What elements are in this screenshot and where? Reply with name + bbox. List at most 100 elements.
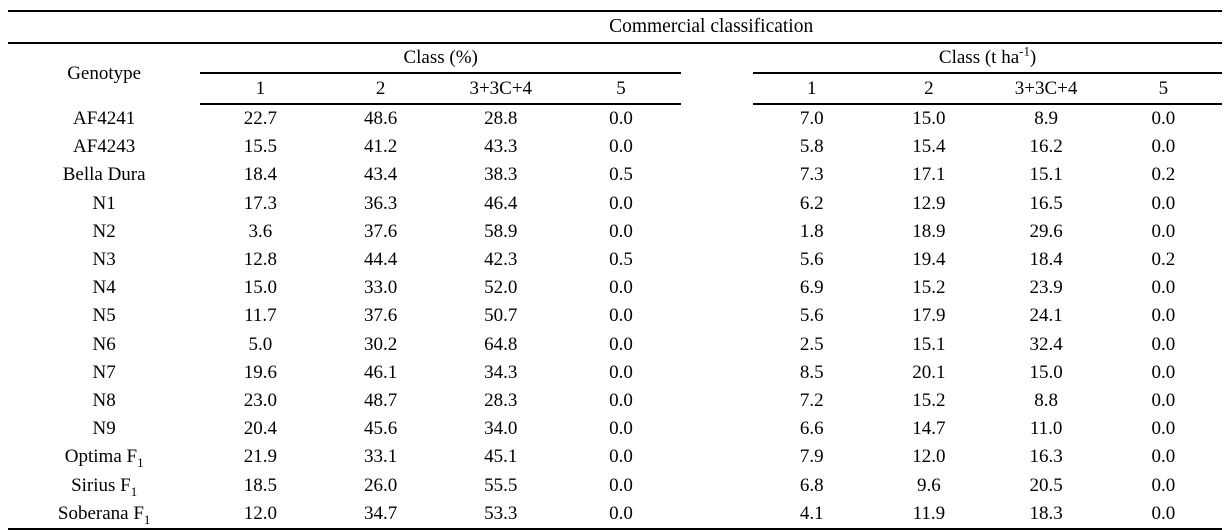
class-pct-value: 0.5 [609, 164, 633, 186]
class-tha-value: 16.3 [1029, 446, 1063, 468]
class-tha-value: 7.3 [799, 164, 824, 186]
class-pct-value: 42.3 [484, 249, 518, 271]
group-label-text: Class (%) [403, 47, 478, 68]
class-tha-value: 0.0 [1151, 333, 1176, 355]
group-gap [681, 331, 753, 359]
class-tha-value: 9.6 [917, 474, 941, 496]
table-row: N4 15.0 33.0 52.0 0.0 6.9 15.2 23.9 0.0 [8, 274, 1222, 302]
class-tha-value: 29.6 [1029, 220, 1063, 242]
class-pct-value: 12.0 [200, 499, 321, 530]
class-pct-value: 46.4 [484, 192, 518, 214]
group-gap [681, 73, 753, 104]
class-pct-value: 23.0 [243, 389, 278, 411]
class-tha-value: 8.9 [1034, 108, 1058, 130]
class-tha-value: 6.8 [799, 474, 824, 496]
class-pct-value: 18.4 [243, 164, 278, 186]
table-row: AF4243 15.5 41.2 43.3 0.0 5.8 15.4 16.2 0.0 [8, 133, 1222, 161]
class-tha-value: 0.0 [1151, 305, 1176, 327]
group-gap [681, 161, 753, 189]
class-pct-value: 43.4 [363, 164, 398, 186]
class-tha-value: 15.4 [912, 136, 946, 158]
class-pct-value: 36.3 [363, 192, 398, 214]
genotype-cell: AF4243 [73, 136, 136, 158]
class-tha-value: 0.0 [1151, 192, 1176, 214]
class-pct-value: 0.0 [609, 474, 633, 496]
class-tha-value: 0.0 [1151, 220, 1176, 242]
class-pct-value: 34.3 [484, 361, 518, 383]
class-tha-value: 0.0 [1104, 499, 1222, 530]
class-pct-value: 34.0 [484, 418, 518, 440]
genotype-column-header: Genotype [67, 63, 142, 84]
class-pct-value: 0.0 [609, 418, 633, 440]
class-pct-value: 48.6 [363, 108, 398, 130]
class-pct-value: 0.0 [609, 192, 633, 214]
class-tha-value: 11.0 [1029, 418, 1063, 440]
group-header-class-tha: Class (t ha-1) [753, 43, 1222, 74]
class-tha-value: 5.6 [799, 305, 824, 327]
class-tha-value: 6.9 [799, 277, 824, 299]
genotype-cell: N4 [92, 277, 116, 299]
group-gap [681, 190, 753, 218]
table-row: Soberana F1 12.0 34.7 53.3 0.0 4.1 11.9 18.3 0.0 [8, 499, 1222, 530]
class-tha-value: 17.1 [912, 164, 946, 186]
class-tha-value: 11.9 [870, 499, 988, 530]
class-pct-value: 28.8 [484, 108, 518, 130]
table-row: Bella Dura 18.4 43.4 38.3 0.5 7.3 17.1 15.1 0.2 [8, 161, 1222, 189]
class-pct-value: 5.0 [248, 333, 273, 355]
class-tha-value: 15.1 [912, 333, 946, 355]
class-pct-value: 11.7 [244, 305, 277, 327]
table-row: N7 19.6 46.1 34.3 0.0 8.5 20.1 15.0 0.0 [8, 359, 1222, 387]
class-pct-value: 43.3 [484, 136, 518, 158]
class-tha-value: 0.2 [1151, 249, 1176, 271]
genotype-cell: Soberana F1 [8, 499, 201, 530]
class-tha-value: 4.1 [753, 499, 871, 530]
class-pct-value: 37.6 [363, 305, 398, 327]
class-tha-value: 5.6 [799, 249, 824, 271]
group-gap [681, 43, 753, 73]
table-row: N2 3.6 37.6 58.9 0.0 1.8 18.9 29.6 0.0 [8, 218, 1222, 246]
class-tha-value: 7.9 [799, 446, 824, 468]
superscript: -1 [1019, 43, 1030, 59]
class-tha-value: 19.4 [912, 249, 946, 271]
class-tha-value: 0.2 [1151, 164, 1176, 186]
class-tha-value: 24.1 [1029, 305, 1063, 327]
class-pct-value: 55.5 [484, 474, 518, 496]
class-tha-value: 15.0 [912, 108, 946, 130]
genotype-cell: Optima F1 [64, 446, 144, 471]
title-row: Commercial classification [8, 10, 1222, 44]
class-tha-value: 8.8 [1034, 389, 1058, 411]
class-pct-value: 38.3 [484, 164, 518, 186]
table-row: N1 17.3 36.3 46.4 0.0 6.2 12.9 16.5 0.0 [8, 190, 1222, 218]
class-tha-value: 16.2 [1029, 136, 1063, 158]
class-tha-value: 16.5 [1029, 192, 1063, 214]
genotype-cell: N7 [92, 361, 116, 383]
class-tha-value: 17.9 [912, 305, 946, 327]
class-tha-value: 20.1 [912, 361, 946, 383]
genotype-cell: Bella Dura [62, 164, 146, 186]
class-tha-value: 2.5 [799, 333, 824, 355]
table-row: N8 23.0 48.7 28.3 0.0 7.2 15.2 8.8 0.0 [8, 387, 1222, 415]
group-gap [681, 499, 754, 530]
class-pct-value: 0.0 [609, 305, 633, 327]
group-gap [681, 274, 753, 302]
class-pct-value: 0.0 [609, 136, 633, 158]
class-pct-value: 52.0 [484, 277, 518, 299]
group-gap [681, 387, 753, 415]
class-tha-value: 0.0 [1151, 361, 1176, 383]
class-pct-value: 44.4 [363, 249, 398, 271]
subscript: 1 [130, 483, 138, 499]
class-tha-value: 0.0 [1151, 136, 1176, 158]
class-tha-value: 14.7 [912, 418, 946, 440]
class-pct-value: 12.8 [243, 249, 278, 271]
table-row: N6 5.0 30.2 64.8 0.0 2.5 15.1 32.4 0.0 [8, 331, 1222, 359]
class-tha-value: 6.2 [799, 192, 824, 214]
class-tha-value: 18.9 [912, 220, 946, 242]
class-pct-value: 20.4 [243, 418, 278, 440]
class-pct-value: 34.7 [320, 499, 441, 530]
subheader-pct-2: 2 [320, 73, 441, 105]
class-pct-value: 33.0 [363, 277, 398, 299]
class-tha-value: 15.2 [912, 389, 946, 411]
group-gap [681, 359, 753, 387]
class-tha-value: 12.9 [912, 192, 946, 214]
class-tha-value: 6.6 [799, 418, 824, 440]
